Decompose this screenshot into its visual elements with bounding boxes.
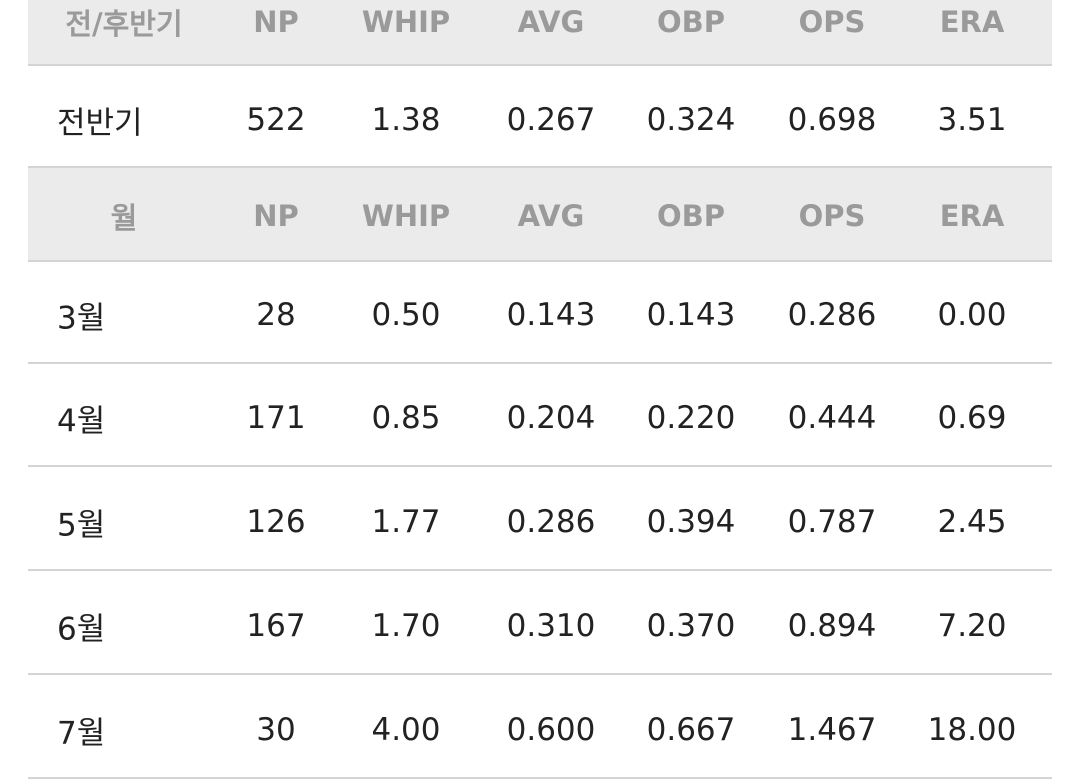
data-cell-label: 6월 <box>57 611 106 648</box>
header-row: 전/후반기 NP WHIP AVG OBP OPS ERA <box>28 0 1052 66</box>
data-row: 3월 28 0.50 0.143 0.143 0.286 0.00 <box>28 262 1052 364</box>
data-cell: 0.50 <box>371 297 441 333</box>
data-cell: 167 <box>246 608 306 644</box>
header-cell: NP <box>253 199 299 233</box>
data-cell: 0.787 <box>787 504 877 540</box>
header-cell: AVG <box>517 199 585 233</box>
header-cell-label: 전/후반기 <box>65 7 183 41</box>
data-cell: 171 <box>246 400 306 436</box>
header-cell: OPS <box>798 199 866 233</box>
data-cell: 30 <box>256 712 296 748</box>
data-cell: 1.38 <box>371 102 441 138</box>
data-cell-label: 5월 <box>57 507 106 544</box>
data-cell: 7.20 <box>937 608 1007 644</box>
data-cell: 0.85 <box>371 400 441 436</box>
data-cell: 0.286 <box>787 297 877 333</box>
data-cell-label: 3월 <box>57 300 106 337</box>
header-cell: NP <box>253 5 299 39</box>
data-cell: 2.45 <box>937 504 1007 540</box>
data-cell: 0.370 <box>646 608 736 644</box>
data-cell: 522 <box>246 102 306 138</box>
header-cell: ERA <box>939 5 1005 39</box>
data-cell: 0.69 <box>937 400 1007 436</box>
data-row: 4월 171 0.85 0.204 0.220 0.444 0.69 <box>28 364 1052 467</box>
data-cell: 1.70 <box>371 608 441 644</box>
data-cell: 1.467 <box>787 712 877 748</box>
header-cell: OBP <box>656 199 726 233</box>
header-cell: OBP <box>656 5 726 39</box>
data-cell: 0.324 <box>646 102 736 138</box>
data-cell-label: 전반기 <box>57 105 143 142</box>
data-cell: 1.77 <box>371 504 441 540</box>
data-cell: 0.204 <box>506 400 596 436</box>
data-cell-label: 4월 <box>57 403 106 440</box>
data-cell: 0.667 <box>646 712 736 748</box>
data-cell: 0.394 <box>646 504 736 540</box>
data-cell: 126 <box>246 504 306 540</box>
data-cell-label: 7월 <box>57 715 106 752</box>
data-cell: 0.286 <box>506 504 596 540</box>
data-cell: 18.00 <box>927 712 1017 748</box>
header-cell: OPS <box>798 5 866 39</box>
data-row: 5월 126 1.77 0.286 0.394 0.787 2.45 <box>28 467 1052 571</box>
data-cell: 0.143 <box>506 297 596 333</box>
data-cell: 28 <box>256 297 296 333</box>
data-cell: 4.00 <box>371 712 441 748</box>
header-cell: AVG <box>517 5 585 39</box>
data-cell: 0.267 <box>506 102 596 138</box>
header-cell: ERA <box>939 199 1005 233</box>
data-cell: 3.51 <box>937 102 1007 138</box>
data-cell: 0.00 <box>937 297 1007 333</box>
data-cell: 0.310 <box>506 608 596 644</box>
header-row: 월 NP WHIP AVG OBP OPS ERA <box>28 168 1052 262</box>
data-row: 6월 167 1.70 0.310 0.370 0.894 7.20 <box>28 571 1052 675</box>
header-cell: WHIP <box>361 199 451 233</box>
header-cell-label: 월 <box>110 201 138 235</box>
data-cell: 0.444 <box>787 400 877 436</box>
data-cell: 0.894 <box>787 608 877 644</box>
data-cell: 0.600 <box>506 712 596 748</box>
data-cell: 0.698 <box>787 102 877 138</box>
data-cell: 0.220 <box>646 400 736 436</box>
header-cell: WHIP <box>361 5 451 39</box>
data-row: 전반기 522 1.38 0.267 0.324 0.698 3.51 <box>28 66 1052 168</box>
data-row: 7월 30 4.00 0.600 0.667 1.467 18.00 <box>28 675 1052 779</box>
data-cell: 0.143 <box>646 297 736 333</box>
